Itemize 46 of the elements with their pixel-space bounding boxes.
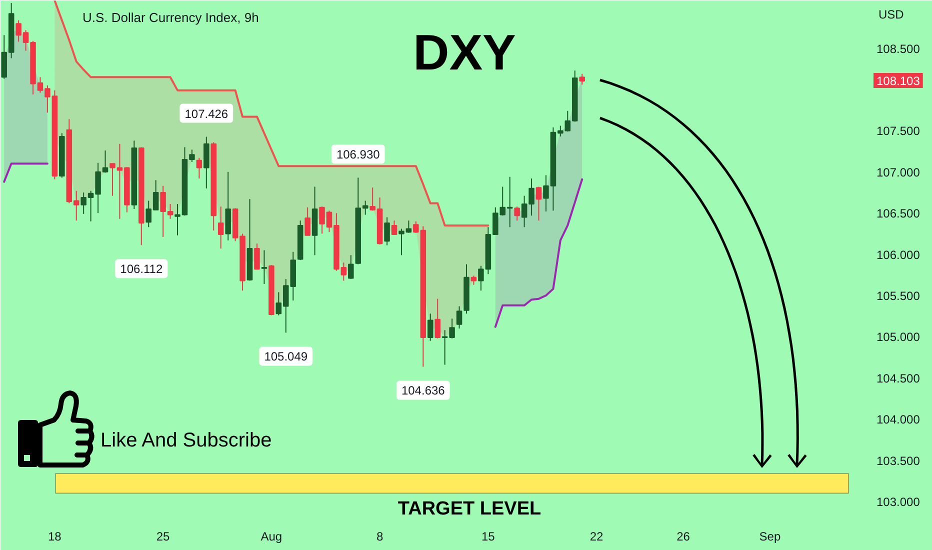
candlestick — [434, 298, 440, 339]
candlestick — [391, 220, 398, 236]
y-tick-label: 107.500 — [876, 124, 920, 138]
band-label: TARGET LEVEL — [398, 498, 542, 520]
y-tick-label: 104.500 — [876, 371, 920, 386]
y-tick-label: 103.500 — [876, 454, 920, 468]
annotation: 106.112 — [120, 262, 163, 276]
annotation: 104.636 — [401, 384, 446, 398]
x-tick-label: Sep — [759, 530, 781, 544]
annotation: Like And Subscribe — [100, 430, 272, 452]
y-tick-label: 106.000 — [876, 248, 920, 262]
candlestick — [218, 206, 224, 250]
x-tick-label: 18 — [48, 530, 62, 544]
annotation: 107.426 — [184, 106, 228, 121]
annotation: 105.049 — [264, 350, 308, 364]
y-tick-label: 107.000 — [876, 165, 920, 180]
y-axis-title: USD — [878, 8, 904, 22]
candlestick — [456, 306, 462, 329]
text: U.S. Dollar Currency Index, 9h — [82, 10, 259, 25]
y-tick-label: 103.000 — [876, 495, 920, 510]
candlestick — [254, 243, 260, 270]
candlestick — [261, 250, 268, 284]
candlestick — [304, 206, 310, 236]
candlestick — [427, 313, 434, 342]
x-tick-label: 26 — [676, 530, 690, 544]
text: DXY — [413, 24, 516, 80]
x-tick-label: Aug — [260, 530, 282, 544]
y-tick-label: 106.500 — [876, 206, 920, 221]
candlestick — [196, 157, 202, 180]
y-tick-label: 105.000 — [876, 330, 920, 344]
y-tick-label: 104.000 — [876, 412, 920, 427]
x-tick-label: 8 — [376, 530, 384, 544]
y-tick-label: 105.500 — [876, 289, 920, 304]
x-tick-label: 15 — [482, 530, 496, 544]
candlestick — [579, 73, 585, 86]
x-tick-label: 25 — [156, 530, 170, 544]
annotation: 106.930 — [336, 148, 380, 162]
candlestick — [514, 206, 520, 222]
candlestick — [348, 254, 354, 280]
y-tick-label: 108.500 — [876, 42, 920, 56]
candlestick — [384, 216, 390, 246]
x-tick-label: 22 — [590, 530, 604, 544]
candlestick — [536, 186, 542, 222]
candlestick — [470, 275, 477, 286]
annotation: 108.103 — [876, 74, 920, 88]
candlestick — [204, 136, 210, 189]
